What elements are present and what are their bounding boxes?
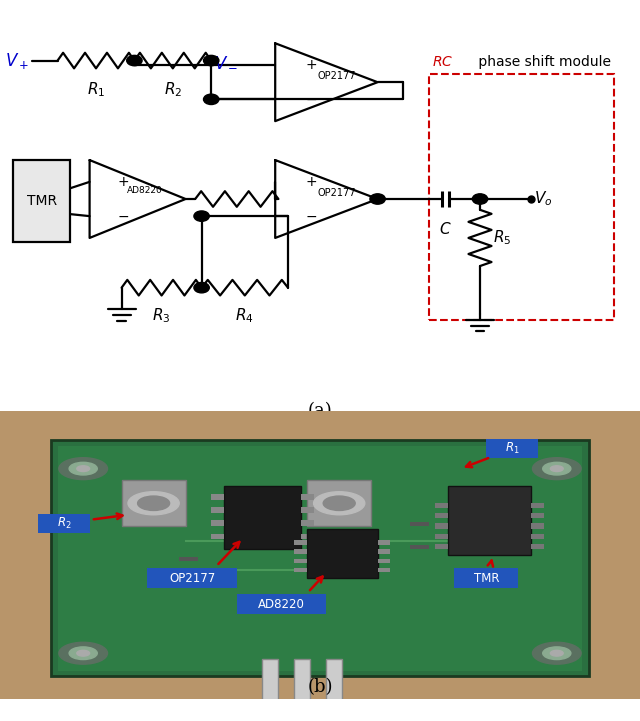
Circle shape <box>69 647 97 660</box>
Bar <box>262 659 278 711</box>
Bar <box>301 534 314 539</box>
Circle shape <box>194 211 209 221</box>
Text: phase shift module: phase shift module <box>474 56 611 69</box>
Circle shape <box>314 492 365 515</box>
Bar <box>211 571 230 575</box>
Circle shape <box>128 492 179 515</box>
Bar <box>435 523 448 528</box>
Bar <box>378 559 390 563</box>
Circle shape <box>69 462 97 475</box>
Circle shape <box>204 56 219 66</box>
Bar <box>51 440 589 676</box>
Text: $-$: $-$ <box>117 209 129 223</box>
Text: $V_+$: $V_+$ <box>4 50 29 71</box>
Text: (b): (b) <box>307 678 333 696</box>
Bar <box>294 568 307 572</box>
Circle shape <box>59 458 108 479</box>
Bar <box>410 522 429 526</box>
Bar <box>294 559 307 563</box>
Text: OP2177: OP2177 <box>317 187 356 198</box>
Bar <box>179 557 198 561</box>
Circle shape <box>532 458 581 479</box>
Circle shape <box>550 650 563 656</box>
Bar <box>294 549 307 554</box>
Bar <box>378 568 390 572</box>
Text: $C$: $C$ <box>439 221 452 236</box>
Circle shape <box>194 283 209 293</box>
Bar <box>429 74 614 320</box>
Bar <box>531 534 544 539</box>
Bar <box>301 507 314 513</box>
Circle shape <box>138 496 170 510</box>
Bar <box>435 513 448 518</box>
Text: AD8220: AD8220 <box>258 598 305 611</box>
Bar <box>307 480 371 526</box>
Circle shape <box>370 194 385 204</box>
Bar <box>531 513 544 518</box>
Circle shape <box>323 496 355 510</box>
Bar <box>531 503 544 508</box>
Circle shape <box>77 466 90 472</box>
Circle shape <box>550 466 563 472</box>
Bar <box>378 549 390 554</box>
Circle shape <box>543 462 571 475</box>
Bar <box>410 545 429 549</box>
Circle shape <box>532 642 581 664</box>
Bar <box>435 503 448 508</box>
Circle shape <box>77 650 90 656</box>
Bar <box>38 514 90 533</box>
Bar <box>531 523 544 528</box>
Text: $V_-$: $V_-$ <box>214 52 239 69</box>
Circle shape <box>204 94 219 105</box>
Text: $R_1$: $R_1$ <box>87 80 105 99</box>
Bar <box>211 507 224 513</box>
Bar <box>224 486 301 549</box>
Bar <box>147 568 237 588</box>
Text: $RC$: $RC$ <box>432 56 453 69</box>
Bar <box>307 529 378 578</box>
Circle shape <box>472 194 488 204</box>
Bar <box>454 568 518 588</box>
Text: $-$: $-$ <box>305 92 317 106</box>
Bar <box>58 446 582 671</box>
Text: $-$: $-$ <box>305 209 317 223</box>
Text: AD8220: AD8220 <box>127 186 163 195</box>
Text: $R_1$: $R_1$ <box>505 441 519 456</box>
Bar <box>378 540 390 545</box>
Circle shape <box>59 642 108 664</box>
Text: TMR: TMR <box>474 572 499 585</box>
Bar <box>448 486 531 555</box>
Bar <box>211 521 224 526</box>
Text: (a): (a) <box>308 402 332 420</box>
Bar <box>211 534 224 539</box>
Bar <box>211 494 224 500</box>
Bar <box>435 544 448 549</box>
Text: TMR: TMR <box>26 194 57 208</box>
Bar <box>294 540 307 545</box>
Bar <box>486 439 538 458</box>
Bar <box>435 534 448 539</box>
Bar <box>13 160 70 242</box>
Text: +: + <box>305 58 317 72</box>
Text: +: + <box>117 175 129 189</box>
Circle shape <box>127 56 142 66</box>
Text: $R_2$: $R_2$ <box>164 80 182 99</box>
Bar <box>301 494 314 500</box>
Text: OP2177: OP2177 <box>317 71 356 81</box>
Text: $R_3$: $R_3$ <box>152 306 171 324</box>
Text: +: + <box>305 175 317 189</box>
Bar <box>301 521 314 526</box>
Text: $R_5$: $R_5$ <box>493 229 511 247</box>
Bar <box>122 480 186 526</box>
Bar <box>326 659 342 711</box>
Text: $R_2$: $R_2$ <box>57 516 71 531</box>
Text: $V_o$: $V_o$ <box>534 190 553 208</box>
Bar <box>237 594 326 614</box>
Circle shape <box>543 647 571 660</box>
Bar <box>531 544 544 549</box>
Text: OP2177: OP2177 <box>169 572 215 585</box>
Bar <box>294 659 310 711</box>
Text: $R_4$: $R_4$ <box>236 306 254 324</box>
